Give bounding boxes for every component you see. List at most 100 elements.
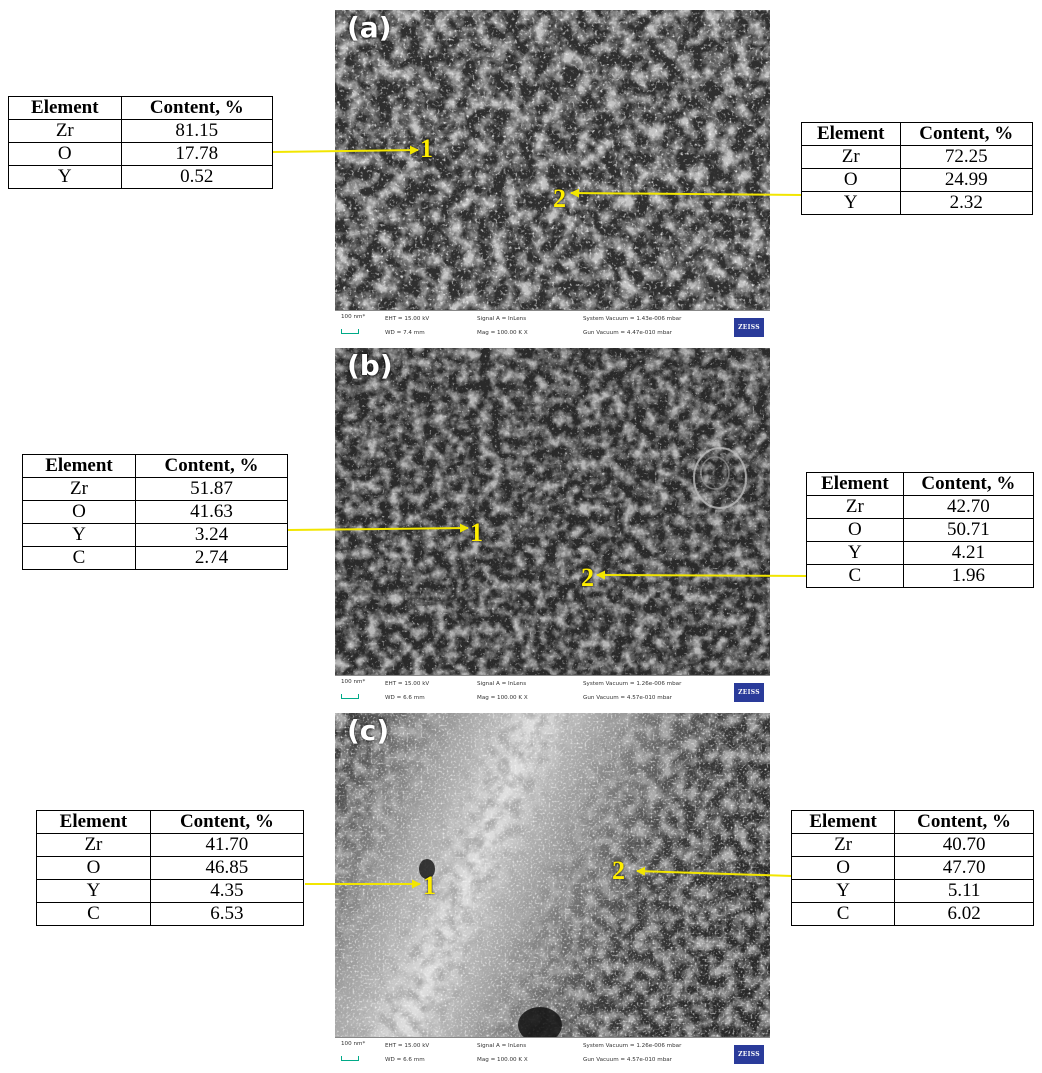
sem-panel-b: (b) 1 2 100 nm* EHT = 15.00 kV WD = 6.6 … — [335, 348, 770, 708]
content-cell: 4.35 — [149, 879, 305, 903]
content-cell: 17.78 — [120, 142, 274, 166]
element-cell: Zr — [22, 477, 136, 501]
zeiss-logo-c: ZEISS — [734, 1045, 764, 1064]
signal-c: Signal A = InLens — [477, 1043, 527, 1049]
edx-table-b2: Element Content, % Zr 42.70 O 50.71 Y 4.… — [806, 472, 1035, 588]
scale-label-b: 100 nm* — [341, 679, 366, 685]
header-element: Element — [8, 96, 122, 120]
zeiss-logo-a: ZEISS — [734, 318, 764, 337]
header-element: Element — [806, 472, 904, 496]
table-row: O 17.78 — [8, 142, 274, 166]
table-row: Y 0.52 — [8, 165, 274, 189]
element-cell: Zr — [8, 119, 122, 143]
element-cell: Y — [8, 165, 122, 189]
table-row: Y 5.11 — [790, 879, 1034, 903]
element-cell: Y — [801, 191, 901, 215]
content-cell: 6.02 — [894, 902, 1034, 926]
content-cell: 42.70 — [902, 495, 1035, 519]
scale-bar-a — [341, 329, 359, 334]
element-cell: O — [22, 500, 136, 524]
content-cell: 51.87 — [135, 477, 288, 501]
header-content: Content, % — [899, 122, 1033, 146]
point-label-b1: 1 — [470, 518, 483, 547]
table-row: Zr 41.70 — [36, 833, 305, 857]
table-row: Y 3.24 — [22, 523, 288, 547]
sem-texture-b — [335, 348, 770, 708]
table-row: Zr 51.87 — [22, 477, 288, 501]
content-cell: 24.99 — [899, 168, 1033, 192]
header-element: Element — [790, 810, 896, 834]
table-row: O 41.63 — [22, 500, 288, 524]
scale-label-a: 100 nm* — [341, 314, 366, 320]
element-cell: Y — [806, 541, 904, 565]
element-cell: C — [790, 902, 896, 926]
content-cell: 3.24 — [135, 523, 288, 547]
content-cell: 81.15 — [120, 119, 274, 143]
table-row: C 2.74 — [22, 546, 288, 570]
scale-bar-c — [341, 1056, 359, 1061]
gun-vacuum-b: Gun Vacuum = 4.57e-010 mbar — [583, 695, 672, 701]
sem-texture-c — [335, 713, 770, 1070]
mag-a: Mag = 100.00 K X — [477, 330, 528, 336]
table-row: O 46.85 — [36, 856, 305, 880]
table-header-row: Element Content, % — [806, 472, 1035, 496]
element-cell: O — [36, 856, 151, 880]
gun-vacuum-a: Gun Vacuum = 4.47e-010 mbar — [583, 330, 672, 336]
content-cell: 6.53 — [149, 902, 305, 926]
panel-letter-a: (a) — [347, 11, 392, 44]
table-row: Zr 40.70 — [790, 833, 1034, 857]
sem-info-bar-c: 100 nm* EHT = 15.00 kV WD = 6.6 mm Signa… — [335, 1037, 770, 1070]
table-row: Y 4.35 — [36, 879, 305, 903]
header-content: Content, % — [902, 472, 1035, 496]
content-cell: 46.85 — [149, 856, 305, 880]
panel-letter-c: (c) — [347, 714, 390, 747]
table-row: O 24.99 — [801, 168, 1033, 192]
edx-table-b1: Element Content, % Zr 51.87 O 41.63 Y 3.… — [22, 454, 288, 570]
zeiss-logo-b: ZEISS — [734, 683, 764, 702]
element-cell: Zr — [36, 833, 151, 857]
sem-panel-a: (a) 1 2 100 nm* EHT = 15.00 kV WD = 7.4 … — [335, 10, 770, 343]
panel-letter-b: (b) — [347, 349, 393, 382]
wd-c: WD = 6.6 mm — [385, 1057, 425, 1063]
element-cell: Zr — [801, 145, 901, 169]
system-vacuum-c: System Vacuum = 1.26e-006 mbar — [583, 1043, 682, 1049]
header-element: Element — [801, 122, 901, 146]
header-content: Content, % — [149, 810, 305, 834]
gun-vacuum-c: Gun Vacuum = 4.57e-010 mbar — [583, 1057, 672, 1063]
content-cell: 2.74 — [135, 546, 288, 570]
mag-c: Mag = 100.00 K X — [477, 1057, 528, 1063]
point-label-a1: 1 — [420, 134, 433, 163]
content-cell: 41.63 — [135, 500, 288, 524]
sem-info-bar-b: 100 nm* EHT = 15.00 kV WD = 6.6 mm Signa… — [335, 675, 770, 708]
table-header-row: Element Content, % — [801, 122, 1033, 146]
mag-b: Mag = 100.00 K X — [477, 695, 528, 701]
element-cell: Y — [36, 879, 151, 903]
header-element: Element — [36, 810, 151, 834]
eht-b: EHT = 15.00 kV — [385, 681, 430, 687]
element-cell: O — [806, 518, 904, 542]
table-row: Y 2.32 — [801, 191, 1033, 215]
table-row: O 47.70 — [790, 856, 1034, 880]
signal-b: Signal A = InLens — [477, 681, 527, 687]
content-cell: 0.52 — [120, 165, 274, 189]
sem-texture-a — [335, 10, 770, 343]
element-cell: C — [806, 564, 904, 588]
edx-table-a1: Element Content, % Zr 81.15 O 17.78 Y 0.… — [8, 96, 274, 189]
sem-info-bar-a: 100 nm* EHT = 15.00 kV WD = 7.4 mm Signa… — [335, 310, 770, 343]
content-cell: 41.70 — [149, 833, 305, 857]
system-vacuum-b: System Vacuum = 1.26e-006 mbar — [583, 681, 682, 687]
content-cell: 47.70 — [894, 856, 1034, 880]
content-cell: 1.96 — [902, 564, 1035, 588]
point-label-b2: 2 — [581, 563, 594, 592]
element-cell: O — [801, 168, 901, 192]
content-cell: 4.21 — [902, 541, 1035, 565]
system-vacuum-a: System Vacuum = 1.43e-006 mbar — [583, 316, 682, 322]
content-cell: 40.70 — [894, 833, 1034, 857]
header-content: Content, % — [135, 454, 288, 478]
edx-table-a2: Element Content, % Zr 72.25 O 24.99 Y 2.… — [801, 122, 1033, 215]
wd-b: WD = 6.6 mm — [385, 695, 425, 701]
table-row: C 6.53 — [36, 902, 305, 926]
table-row: Zr 42.70 — [806, 495, 1035, 519]
element-cell: O — [790, 856, 896, 880]
